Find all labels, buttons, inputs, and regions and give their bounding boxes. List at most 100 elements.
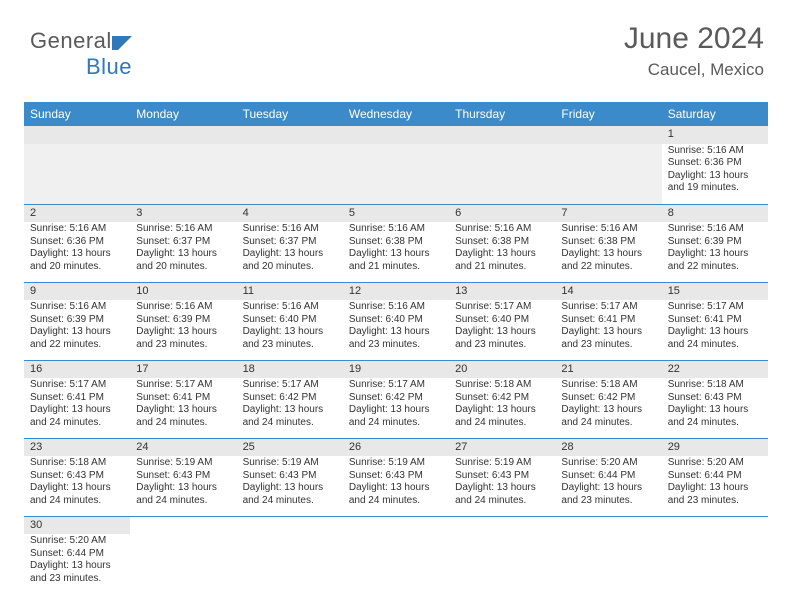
calendar-empty-cell	[343, 516, 449, 594]
day-details: Sunrise: 5:18 AMSunset: 6:42 PMDaylight:…	[555, 378, 661, 432]
sunrise-text: Sunrise: 5:19 AM	[136, 457, 230, 470]
logo-text-b: Blue	[86, 54, 132, 79]
calendar-day-cell: 18Sunrise: 5:17 AMSunset: 6:42 PMDayligh…	[237, 360, 343, 438]
day-details: Sunrise: 5:16 AMSunset: 6:37 PMDaylight:…	[130, 222, 236, 276]
sunset-text: Sunset: 6:44 PM	[561, 470, 655, 483]
day-number: 4	[237, 205, 343, 223]
day-number: 18	[237, 361, 343, 379]
sunrise-text: Sunrise: 5:17 AM	[668, 301, 762, 314]
day-number: 6	[449, 205, 555, 223]
calendar-day-cell: 13Sunrise: 5:17 AMSunset: 6:40 PMDayligh…	[449, 282, 555, 360]
logo-flag-icon	[112, 34, 134, 50]
day-details: Sunrise: 5:20 AMSunset: 6:44 PMDaylight:…	[555, 456, 661, 510]
day-number: 27	[449, 439, 555, 457]
day-details: Sunrise: 5:16 AMSunset: 6:38 PMDaylight:…	[555, 222, 661, 276]
sunset-text: Sunset: 6:43 PM	[136, 470, 230, 483]
logo: General Blue	[30, 28, 136, 80]
daylight-text: Daylight: 13 hours and 24 minutes.	[30, 404, 124, 429]
sunrise-text: Sunrise: 5:17 AM	[349, 379, 443, 392]
daylight-text: Daylight: 13 hours and 20 minutes.	[136, 248, 230, 273]
sunrise-text: Sunrise: 5:19 AM	[243, 457, 337, 470]
calendar-day-cell: 28Sunrise: 5:20 AMSunset: 6:44 PMDayligh…	[555, 438, 661, 516]
sunset-text: Sunset: 6:39 PM	[30, 314, 124, 327]
sunset-text: Sunset: 6:39 PM	[668, 236, 762, 249]
day-number: 10	[130, 283, 236, 301]
weekday-header-row: Sunday Monday Tuesday Wednesday Thursday…	[24, 102, 768, 126]
calendar-table: Sunday Monday Tuesday Wednesday Thursday…	[24, 102, 768, 594]
calendar-empty-cell	[555, 126, 661, 204]
sunset-text: Sunset: 6:44 PM	[668, 470, 762, 483]
dayhdr-wed: Wednesday	[343, 102, 449, 126]
sunrise-text: Sunrise: 5:16 AM	[668, 223, 762, 236]
daylight-text: Daylight: 13 hours and 24 minutes.	[243, 404, 337, 429]
calendar-day-cell: 23Sunrise: 5:18 AMSunset: 6:43 PMDayligh…	[24, 438, 130, 516]
day-details: Sunrise: 5:17 AMSunset: 6:41 PMDaylight:…	[555, 300, 661, 354]
day-details: Sunrise: 5:18 AMSunset: 6:42 PMDaylight:…	[449, 378, 555, 432]
sunset-text: Sunset: 6:42 PM	[349, 392, 443, 405]
calendar-day-cell: 29Sunrise: 5:20 AMSunset: 6:44 PMDayligh…	[662, 438, 768, 516]
day-number: 11	[237, 283, 343, 301]
sunrise-text: Sunrise: 5:16 AM	[243, 301, 337, 314]
month-title: June 2024	[624, 22, 764, 56]
day-number: 13	[449, 283, 555, 301]
day-number: 5	[343, 205, 449, 223]
daylight-text: Daylight: 13 hours and 20 minutes.	[30, 248, 124, 273]
calendar-day-cell: 25Sunrise: 5:19 AMSunset: 6:43 PMDayligh…	[237, 438, 343, 516]
daylight-text: Daylight: 13 hours and 23 minutes.	[349, 326, 443, 351]
day-number: 22	[662, 361, 768, 379]
daylight-text: Daylight: 13 hours and 24 minutes.	[668, 326, 762, 351]
sunset-text: Sunset: 6:41 PM	[136, 392, 230, 405]
sunrise-text: Sunrise: 5:16 AM	[30, 223, 124, 236]
sunrise-text: Sunrise: 5:19 AM	[349, 457, 443, 470]
day-details: Sunrise: 5:18 AMSunset: 6:43 PMDaylight:…	[24, 456, 130, 510]
day-details: Sunrise: 5:17 AMSunset: 6:41 PMDaylight:…	[130, 378, 236, 432]
daylight-text: Daylight: 13 hours and 21 minutes.	[349, 248, 443, 273]
calendar-row: 2Sunrise: 5:16 AMSunset: 6:36 PMDaylight…	[24, 204, 768, 282]
calendar-day-cell: 2Sunrise: 5:16 AMSunset: 6:36 PMDaylight…	[24, 204, 130, 282]
day-number: 1	[662, 126, 768, 144]
sunrise-text: Sunrise: 5:17 AM	[136, 379, 230, 392]
sunset-text: Sunset: 6:39 PM	[136, 314, 230, 327]
calendar-row: 30Sunrise: 5:20 AMSunset: 6:44 PMDayligh…	[24, 516, 768, 594]
daylight-text: Daylight: 13 hours and 24 minutes.	[136, 404, 230, 429]
calendar-empty-cell	[662, 516, 768, 594]
day-number: 21	[555, 361, 661, 379]
calendar-day-cell: 3Sunrise: 5:16 AMSunset: 6:37 PMDaylight…	[130, 204, 236, 282]
sunrise-text: Sunrise: 5:16 AM	[243, 223, 337, 236]
calendar-day-cell: 9Sunrise: 5:16 AMSunset: 6:39 PMDaylight…	[24, 282, 130, 360]
sunset-text: Sunset: 6:42 PM	[243, 392, 337, 405]
calendar-day-cell: 12Sunrise: 5:16 AMSunset: 6:40 PMDayligh…	[343, 282, 449, 360]
sunset-text: Sunset: 6:43 PM	[349, 470, 443, 483]
day-details: Sunrise: 5:16 AMSunset: 6:36 PMDaylight:…	[662, 144, 768, 198]
sunset-text: Sunset: 6:38 PM	[561, 236, 655, 249]
daylight-text: Daylight: 13 hours and 24 minutes.	[243, 482, 337, 507]
day-number: 3	[130, 205, 236, 223]
calendar-day-cell: 30Sunrise: 5:20 AMSunset: 6:44 PMDayligh…	[24, 516, 130, 594]
calendar-row: 23Sunrise: 5:18 AMSunset: 6:43 PMDayligh…	[24, 438, 768, 516]
day-details: Sunrise: 5:16 AMSunset: 6:36 PMDaylight:…	[24, 222, 130, 276]
calendar-day-cell: 21Sunrise: 5:18 AMSunset: 6:42 PMDayligh…	[555, 360, 661, 438]
sunset-text: Sunset: 6:40 PM	[349, 314, 443, 327]
day-number: 24	[130, 439, 236, 457]
day-number: 14	[555, 283, 661, 301]
calendar-day-cell: 22Sunrise: 5:18 AMSunset: 6:43 PMDayligh…	[662, 360, 768, 438]
day-details: Sunrise: 5:16 AMSunset: 6:38 PMDaylight:…	[343, 222, 449, 276]
day-details: Sunrise: 5:16 AMSunset: 6:37 PMDaylight:…	[237, 222, 343, 276]
day-details: Sunrise: 5:18 AMSunset: 6:43 PMDaylight:…	[662, 378, 768, 432]
day-number: 17	[130, 361, 236, 379]
sunset-text: Sunset: 6:38 PM	[455, 236, 549, 249]
day-details: Sunrise: 5:20 AMSunset: 6:44 PMDaylight:…	[662, 456, 768, 510]
sunset-text: Sunset: 6:43 PM	[668, 392, 762, 405]
day-number: 2	[24, 205, 130, 223]
sunrise-text: Sunrise: 5:16 AM	[455, 223, 549, 236]
calendar-empty-cell	[343, 126, 449, 204]
header: June 2024 Caucel, Mexico	[624, 22, 764, 80]
day-details: Sunrise: 5:16 AMSunset: 6:39 PMDaylight:…	[24, 300, 130, 354]
dayhdr-thu: Thursday	[449, 102, 555, 126]
sunrise-text: Sunrise: 5:19 AM	[455, 457, 549, 470]
calendar-day-cell: 16Sunrise: 5:17 AMSunset: 6:41 PMDayligh…	[24, 360, 130, 438]
daylight-text: Daylight: 13 hours and 22 minutes.	[30, 326, 124, 351]
sunrise-text: Sunrise: 5:18 AM	[561, 379, 655, 392]
calendar-empty-cell	[449, 126, 555, 204]
daylight-text: Daylight: 13 hours and 21 minutes.	[455, 248, 549, 273]
